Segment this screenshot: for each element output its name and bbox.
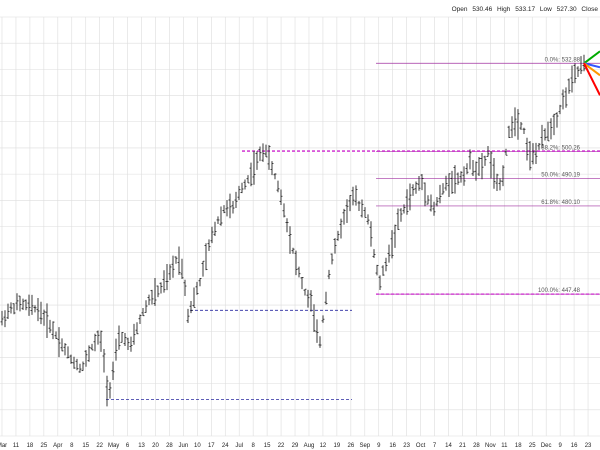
fan-line — [583, 62, 600, 77]
x-tick-label: Aug — [304, 443, 315, 449]
fib-level-label: 61.8%: 480.10 — [541, 200, 580, 206]
fib-level-label: 50.0%: 490.19 — [541, 173, 580, 179]
x-tick-label: 22 — [96, 443, 103, 449]
x-tick-label: Jun — [179, 443, 189, 449]
fan-line — [583, 62, 600, 96]
x-tick-label: 15 — [264, 443, 271, 449]
x-tick-label: 20 — [152, 443, 159, 449]
x-tick-label: 8 — [251, 443, 255, 449]
x-tick-label: 11 — [13, 443, 20, 449]
fan-line — [583, 50, 600, 65]
close-label: Close — [581, 6, 598, 13]
x-tick-label: 19 — [334, 443, 341, 449]
x-tick-label: 10 — [194, 443, 201, 449]
x-tick-label: 28 — [166, 443, 173, 449]
x-tick-label: 22 — [278, 443, 285, 449]
x-tick-label: 24 — [222, 443, 229, 449]
high-label: High — [497, 6, 511, 13]
x-tick-label: 18 — [515, 443, 522, 449]
x-tick-label: 18 — [27, 443, 34, 449]
fib-level-label: 38.2%: 500.26 — [541, 145, 580, 151]
x-tick-label: May — [108, 443, 119, 449]
x-tick-label: 15 — [82, 443, 89, 449]
high-value: 533.17 — [515, 6, 536, 13]
x-tick-label: 25 — [529, 443, 536, 449]
quote-header: Open 530.46 High 533.17 Low 527.30 Close — [449, 6, 598, 13]
x-tick-label: 21 — [459, 443, 466, 449]
x-tick-label: Oct — [416, 443, 426, 449]
x-tick-label: 9 — [558, 443, 562, 449]
x-tick-label: 16 — [571, 443, 578, 449]
x-tick-label: 23 — [403, 443, 410, 449]
fib-level-label: 0.0%: 532.88 — [545, 57, 581, 63]
x-tick-label: 6 — [126, 443, 130, 449]
x-tick-label: 28 — [473, 443, 480, 449]
x-tick-label: 29 — [292, 443, 299, 449]
x-tick-label: 17 — [208, 443, 215, 449]
x-tick-label: 12 — [320, 443, 327, 449]
x-tick-label: 7 — [433, 443, 437, 449]
fan-line — [583, 62, 600, 69]
x-tick-label: Jul — [235, 443, 243, 449]
x-tick-label: 23 — [585, 443, 592, 449]
x-tick-label: Nov — [485, 443, 496, 449]
x-tick-label: 16 — [389, 443, 396, 449]
x-tick-label: Dec — [541, 443, 552, 449]
x-tick-label: Sep — [359, 443, 370, 449]
x-tick-label: 25 — [41, 443, 48, 449]
x-tick-label: Apr — [53, 443, 62, 449]
open-value: 530.46 — [472, 6, 493, 13]
x-tick-label: 8 — [70, 443, 74, 449]
open-label: Open — [451, 6, 468, 13]
x-tick-label: 13 — [138, 443, 145, 449]
x-tick-label: 26 — [347, 443, 354, 449]
low-value: 527.30 — [556, 6, 577, 13]
x-tick-label: 14 — [445, 443, 452, 449]
x-tick-label: Mar — [0, 443, 7, 449]
x-tick-label: 11 — [501, 443, 508, 449]
x-tick-label: 9 — [377, 443, 381, 449]
fib-level-label: 100.0%: 447.48 — [538, 288, 581, 294]
low-label: Low — [539, 6, 552, 13]
